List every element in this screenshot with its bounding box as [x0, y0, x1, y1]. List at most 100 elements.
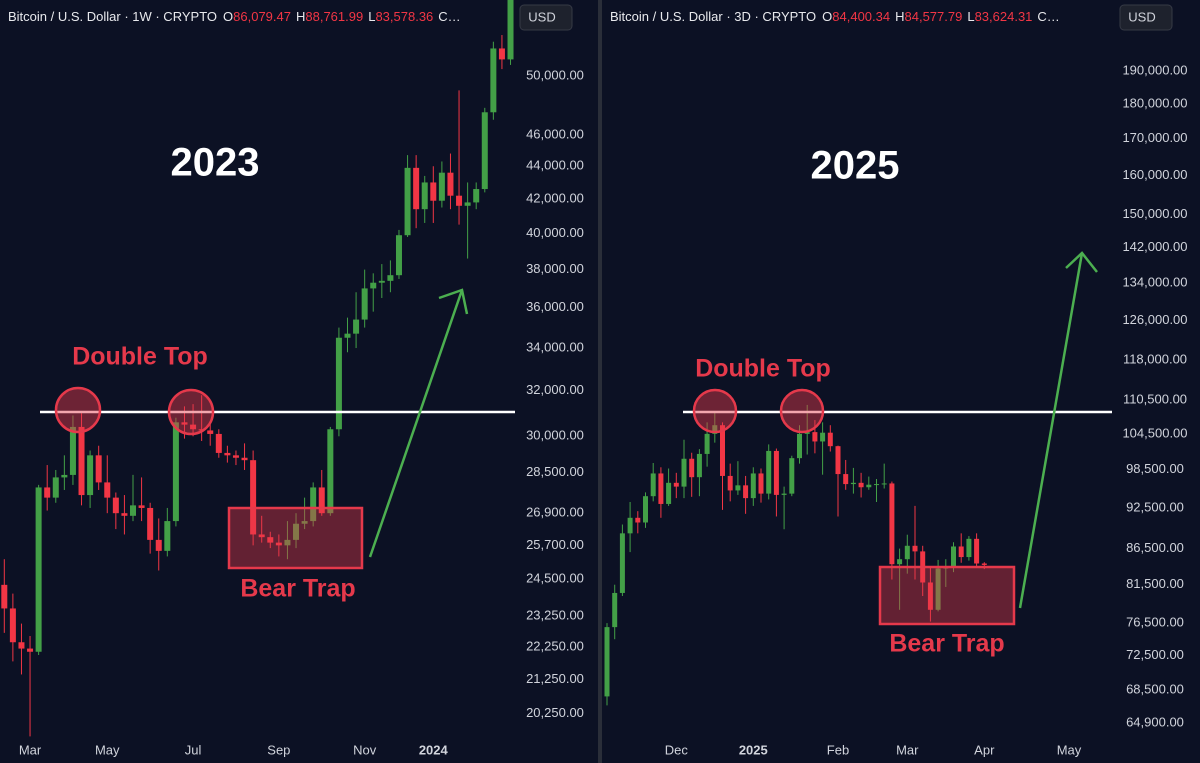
candle-body	[966, 538, 972, 558]
candle-body	[758, 473, 764, 494]
y-tick-label: 76,500.00	[1126, 615, 1184, 630]
candle-body	[52, 477, 59, 498]
y-tick-label: 44,000.00	[526, 158, 584, 173]
candle-body	[447, 172, 454, 196]
top-circle	[167, 388, 215, 436]
candle-body	[267, 537, 274, 543]
candle-body	[198, 429, 205, 431]
candle-body	[804, 432, 810, 434]
year-label: 2023	[171, 141, 260, 185]
x-tick-label: 2025	[739, 742, 768, 757]
x-tick-label: Dec	[665, 742, 689, 757]
y-tick-label: 110,500.00	[1123, 391, 1187, 406]
candle-body	[696, 453, 702, 478]
ohlc-label: C…	[1037, 9, 1059, 24]
candle-body	[935, 568, 941, 610]
candle-body	[619, 533, 625, 593]
candle-body	[735, 485, 741, 491]
currency-box	[519, 4, 573, 31]
candle-body	[912, 545, 918, 552]
candle-body	[904, 545, 910, 560]
x-tick-label: May	[1057, 742, 1082, 757]
y-tick-label: 26,900.00	[526, 505, 584, 520]
trap-box	[227, 506, 364, 570]
candle-body	[874, 484, 879, 486]
candle-body	[743, 485, 749, 499]
ohlc-value: 84,577.79	[905, 9, 963, 24]
candle-body	[61, 474, 68, 478]
y-tick-label: 86,500.00	[1126, 540, 1184, 555]
y-tick-label: 160,000.00	[1122, 167, 1187, 182]
candle-body	[797, 433, 802, 459]
candle-body	[164, 521, 171, 551]
candle-body	[835, 446, 841, 475]
candle-body	[241, 457, 248, 461]
y-tick-label: 98,500.00	[1126, 461, 1184, 476]
y-tick-label: 34,000.00	[526, 339, 584, 354]
candle-body	[421, 182, 428, 210]
arrow	[1018, 252, 1084, 609]
candle-body	[215, 433, 222, 453]
candle-body	[335, 337, 342, 430]
candle-body	[44, 487, 51, 498]
currency-box	[1119, 4, 1173, 31]
ohlc-value: 88,761.99	[305, 9, 363, 24]
y-tick-label: 25,700.00	[526, 537, 584, 552]
candle-body	[112, 497, 119, 514]
x-tick-label: Feb	[827, 742, 849, 757]
divider	[598, 0, 602, 763]
candle-body	[481, 112, 488, 190]
x-tick-label: Mar	[896, 742, 919, 757]
candle-body	[927, 582, 933, 610]
candle-body	[473, 189, 480, 203]
candle-body	[604, 627, 610, 697]
candle-body	[850, 482, 856, 485]
candle-body	[104, 482, 111, 498]
y-tick-label: 22,250.00	[526, 638, 584, 653]
candle-body	[404, 167, 411, 236]
y-tick-label: 20,250.00	[526, 705, 584, 720]
candle-body	[181, 422, 188, 425]
candle-body	[95, 455, 102, 483]
candle-body	[981, 563, 987, 565]
y-tick-label: 68,500.00	[1126, 682, 1184, 697]
y-tick-label: 21,250.00	[526, 671, 584, 686]
x-tick-label: 2024	[419, 742, 449, 757]
x-tick-label: May	[95, 742, 120, 757]
candle-body	[430, 182, 437, 201]
candle-body	[704, 433, 710, 454]
x-tick-label: Apr	[974, 742, 995, 757]
double-top-label: Double Top	[72, 343, 208, 371]
candle-body	[498, 48, 505, 60]
trap-box	[878, 565, 1016, 626]
candle-body	[789, 458, 795, 494]
year-label: 2025	[811, 144, 900, 188]
y-tick-label: 92,500.00	[1126, 499, 1184, 514]
candle-body	[666, 482, 672, 504]
candle-body	[130, 505, 136, 516]
ohlc-label: O	[223, 9, 233, 24]
candle-body	[843, 474, 849, 485]
y-tick-label: 46,000.00	[526, 126, 584, 141]
candle-body	[87, 455, 94, 496]
candle-body	[766, 450, 772, 494]
candle-body	[881, 483, 887, 485]
candle-body	[658, 473, 664, 504]
candle-body	[232, 455, 239, 458]
y-tick-label: 180,000.00	[1122, 95, 1187, 110]
arrow-head	[1065, 251, 1098, 273]
bear-trap-label: Bear Trap	[240, 575, 355, 603]
ohlc-label: O	[822, 9, 832, 24]
arrow-head	[438, 288, 469, 315]
candle-body	[224, 452, 231, 456]
x-tick-label: Mar	[19, 742, 42, 757]
ohlc-label: L	[967, 9, 974, 24]
candle-body	[370, 282, 377, 289]
candle-body	[650, 473, 656, 497]
candle-body	[507, 0, 514, 60]
candle-body	[121, 513, 128, 516]
candle-body	[353, 319, 360, 334]
candle-body	[812, 432, 818, 442]
ohlc-value: 83,624.31	[975, 9, 1033, 24]
y-tick-label: 38,000.00	[526, 261, 584, 276]
